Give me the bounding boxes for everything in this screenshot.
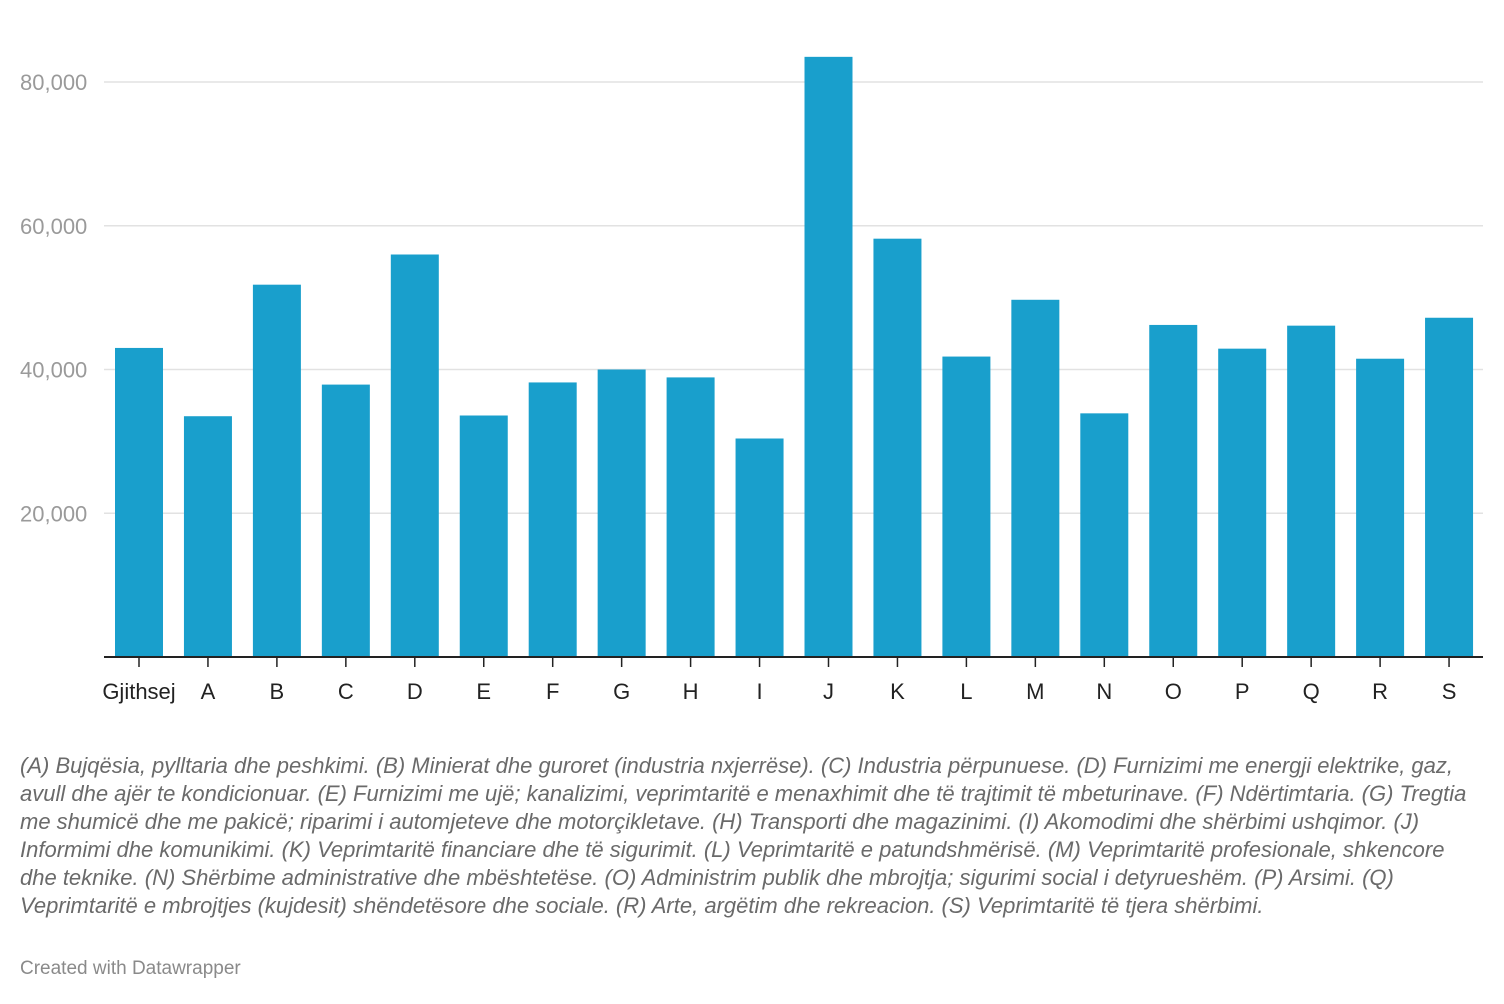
x-label-g: G bbox=[613, 679, 630, 704]
bar-k bbox=[873, 238, 922, 657]
x-label-r: R bbox=[1372, 679, 1388, 704]
bar-p bbox=[1218, 348, 1267, 657]
x-label-c: C bbox=[338, 679, 354, 704]
bar-a bbox=[183, 416, 232, 657]
x-label-f: F bbox=[546, 679, 559, 704]
x-axis-category-labels: Gjithsej A B C D E F G H I J K L M N O P Q R S bbox=[102, 679, 1456, 704]
x-label-a: A bbox=[201, 679, 216, 704]
bar-h bbox=[666, 377, 715, 657]
y-tick-label-1: 40,000 bbox=[20, 358, 87, 383]
chart-footnote: (A) Bujqësia, pylltaria dhe peshkimi. (B… bbox=[20, 753, 1467, 918]
x-label-k: K bbox=[890, 679, 905, 704]
bars bbox=[115, 56, 1474, 657]
bar-g bbox=[597, 369, 646, 657]
bar-r bbox=[1356, 358, 1405, 657]
x-label-d: D bbox=[407, 679, 423, 704]
bar-m bbox=[1011, 299, 1060, 657]
x-label-p: P bbox=[1235, 679, 1250, 704]
bar-j bbox=[804, 56, 853, 657]
bar-e bbox=[459, 415, 508, 657]
bar-s bbox=[1425, 317, 1474, 657]
bar-d bbox=[390, 254, 439, 657]
bar-i bbox=[735, 438, 784, 657]
bar-n bbox=[1080, 413, 1129, 657]
x-label-e: E bbox=[476, 679, 491, 704]
y-axis-tick-labels: 20,000 40,000 60,000 80,000 bbox=[20, 70, 87, 526]
bar-c bbox=[321, 384, 370, 657]
y-tick-label-0: 20,000 bbox=[20, 501, 87, 526]
x-label-q: Q bbox=[1303, 679, 1320, 704]
bar-b bbox=[252, 284, 301, 657]
x-label-o: O bbox=[1165, 679, 1182, 704]
x-label-n: N bbox=[1096, 679, 1112, 704]
x-label-j: J bbox=[823, 679, 834, 704]
y-tick-label-3: 80,000 bbox=[20, 70, 87, 95]
x-label-gjithsej: Gjithsej bbox=[102, 679, 175, 704]
datawrapper-credit: Created with Datawrapper bbox=[20, 958, 241, 979]
x-label-s: S bbox=[1442, 679, 1457, 704]
x-label-b: B bbox=[270, 679, 285, 704]
x-label-h: H bbox=[683, 679, 699, 704]
bar-q bbox=[1287, 325, 1336, 657]
y-tick-label-2: 60,000 bbox=[20, 214, 87, 239]
bar-l bbox=[942, 356, 991, 657]
gridlines bbox=[104, 81, 1483, 514]
bar-gjithsej bbox=[115, 347, 163, 657]
x-label-m: M bbox=[1026, 679, 1044, 704]
x-axis bbox=[104, 656, 1483, 667]
bar-o bbox=[1149, 324, 1198, 657]
bar-f bbox=[528, 382, 577, 657]
x-label-i: I bbox=[756, 679, 762, 704]
x-label-l: L bbox=[960, 679, 972, 704]
